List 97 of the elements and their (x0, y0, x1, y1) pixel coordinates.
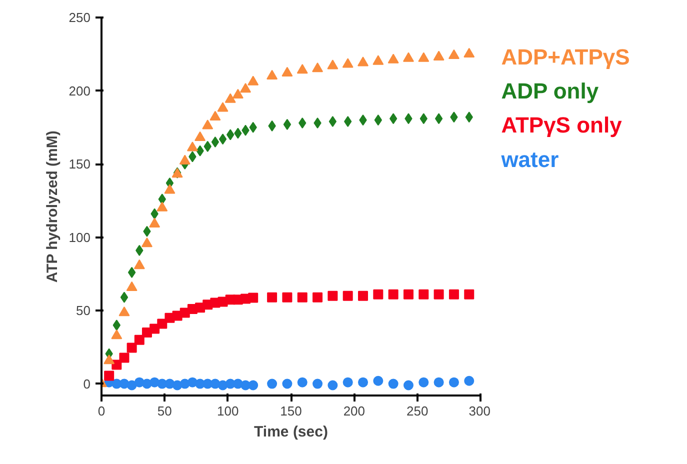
point (434, 377, 444, 388)
point (164, 184, 176, 194)
point (418, 289, 429, 300)
x-tick-label: 50 (157, 404, 172, 418)
point (434, 289, 444, 300)
point (464, 289, 474, 300)
point (373, 289, 384, 300)
x-tick-label: 0 (98, 404, 106, 418)
point (282, 292, 292, 302)
point (120, 292, 128, 303)
point (194, 131, 206, 142)
x-tick-label: 200 (343, 404, 366, 418)
point (266, 70, 278, 80)
x-tick-label: 100 (216, 404, 239, 418)
point (448, 377, 459, 388)
text: water (500, 146, 560, 172)
point (448, 49, 460, 59)
point (297, 377, 308, 388)
point (342, 290, 353, 301)
series-label: ADP+ATPγS (501, 44, 630, 70)
point (403, 380, 414, 390)
point (104, 354, 115, 364)
point (282, 378, 292, 389)
point (358, 377, 368, 388)
point (119, 352, 130, 363)
point (118, 306, 130, 316)
point (248, 292, 258, 303)
point (296, 64, 308, 74)
point (464, 376, 474, 386)
point (328, 290, 338, 301)
point (240, 83, 252, 93)
point (267, 378, 278, 389)
point (282, 66, 293, 77)
y-tick-label: 0 (83, 376, 91, 392)
x-tick-label: 250 (406, 404, 428, 418)
point (141, 237, 152, 248)
point (328, 116, 337, 128)
y-tick-label: 50 (76, 303, 91, 318)
point (217, 102, 228, 112)
point (149, 218, 160, 228)
point (418, 52, 430, 62)
point (373, 376, 384, 386)
y-axis-title: ATP hydrolyzed (mM) (44, 130, 61, 283)
point (358, 290, 368, 301)
point (248, 76, 259, 86)
point (358, 56, 369, 66)
point (342, 377, 353, 388)
point (388, 54, 399, 64)
point (104, 370, 114, 381)
point (374, 114, 382, 126)
point (126, 380, 137, 390)
y-tick-label: 150 (68, 156, 91, 172)
point (111, 329, 122, 340)
y-tick-label: 200 (68, 83, 91, 98)
point (218, 134, 227, 145)
point (232, 88, 244, 99)
point (328, 380, 338, 390)
point (372, 55, 384, 65)
point (134, 334, 144, 345)
point (327, 60, 338, 70)
point (389, 113, 398, 124)
point (211, 136, 220, 148)
point (128, 266, 136, 278)
x-tick-label: 150 (280, 404, 302, 418)
point (210, 110, 221, 121)
point (202, 120, 214, 130)
point (388, 378, 398, 389)
point (388, 289, 398, 300)
x-axis-title: Time (sec) (254, 424, 328, 440)
point (434, 113, 443, 124)
point (157, 318, 168, 329)
point (224, 93, 236, 103)
point (283, 118, 292, 130)
point (403, 289, 414, 300)
series-label: ADP only (501, 78, 600, 104)
point (464, 48, 475, 58)
point (312, 62, 324, 72)
point (179, 154, 190, 164)
text: ATPγS only (501, 112, 623, 138)
point (312, 292, 323, 302)
point (126, 281, 138, 292)
y-tick-label: 250 (68, 10, 91, 25)
point (312, 378, 323, 389)
y-tick-label: 100 (68, 230, 91, 245)
point (186, 142, 198, 152)
point (156, 202, 168, 212)
point (418, 377, 429, 388)
point (126, 342, 137, 353)
point (267, 292, 278, 302)
point (402, 52, 414, 62)
point (342, 58, 354, 68)
x-tick-label: 300 (468, 404, 491, 418)
point (433, 50, 444, 60)
point (134, 259, 145, 270)
point (248, 380, 258, 390)
point (448, 289, 459, 300)
point (297, 292, 308, 302)
